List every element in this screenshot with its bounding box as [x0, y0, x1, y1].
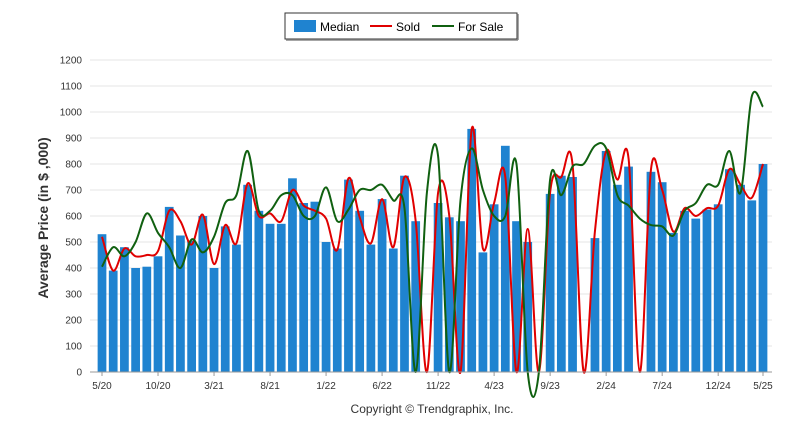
x-tick-label: 4/23 — [484, 381, 504, 392]
y-axis-label: Average Price (in $ ,000) — [35, 137, 51, 298]
legend-box — [284, 12, 518, 40]
median-bar — [545, 193, 555, 372]
median-bar — [388, 248, 398, 372]
median-bar — [747, 200, 757, 372]
median-bar — [288, 178, 297, 372]
y-tick-label: 400 — [65, 264, 82, 275]
x-tick-label: 8/21 — [260, 381, 280, 392]
median-bar — [669, 232, 678, 372]
x-tick-label: 12/24 — [706, 381, 731, 392]
median-bar — [456, 221, 465, 372]
median-bar — [243, 184, 253, 372]
median-bar — [321, 242, 331, 372]
x-tick-label: 5/25 — [753, 381, 773, 392]
median-bar — [198, 216, 208, 372]
median-bar — [142, 266, 152, 372]
x-tick-label: 1/22 — [316, 381, 336, 392]
median-bar — [500, 145, 510, 372]
x-tick-label: 6/22 — [372, 381, 392, 392]
legend-sold-label: Sold — [396, 20, 420, 34]
median-bar — [758, 164, 768, 372]
median-bar — [332, 248, 342, 372]
median-bar — [120, 247, 129, 372]
median-bar — [624, 166, 633, 372]
y-tick-label: 1000 — [60, 108, 83, 119]
median-bar — [467, 128, 477, 372]
median-bar — [411, 221, 421, 372]
median-bar — [590, 238, 600, 372]
median-bar — [713, 204, 723, 372]
y-tick-label: 700 — [65, 186, 82, 197]
y-tick-label: 800 — [65, 160, 82, 171]
median-bar — [377, 199, 387, 372]
x-tick-label: 3/21 — [204, 381, 224, 392]
median-bar — [556, 175, 566, 372]
median-bar — [355, 210, 365, 372]
y-tick-label: 1200 — [60, 56, 83, 67]
median-bar — [433, 203, 443, 372]
median-bar — [265, 223, 275, 372]
median-bar — [276, 223, 286, 372]
y-tick-labels: 0 100 200 300 400 500 600 700 800 900 1000 1100 1200 — [60, 56, 83, 379]
y-tick-label: 900 — [65, 134, 82, 145]
median-bar — [299, 203, 309, 372]
x-tick-label: 2/24 — [596, 381, 616, 392]
median-bar — [232, 244, 241, 372]
legend-median-label: Median — [320, 20, 359, 34]
median-bar — [97, 234, 107, 372]
median-bar — [691, 218, 701, 372]
median-bar — [657, 182, 667, 372]
median-bar — [568, 177, 577, 372]
median-bar — [176, 235, 185, 372]
legend: Median Sold For Sale — [284, 12, 519, 41]
median-bar — [646, 171, 656, 372]
y-tick-label: 200 — [65, 316, 82, 327]
for-sale-line — [101, 90, 764, 398]
x-tick-labels: 5/20 10/20 3/21 8/21 1/22 6/22 11/22 4/23 9/23 2/… — [92, 372, 773, 392]
median-bar — [601, 151, 611, 372]
median-bar — [489, 204, 499, 372]
median-bar — [209, 268, 219, 372]
median-bar — [512, 221, 521, 372]
median-bar — [736, 184, 745, 372]
median-bar — [310, 201, 320, 372]
median-bar — [478, 252, 488, 372]
median-bar — [725, 169, 734, 372]
y-tick-label: 500 — [65, 238, 82, 249]
median-bars — [97, 128, 768, 372]
copyright-footer: Copyright © Trendgraphix, Inc. — [351, 402, 514, 416]
median-bar — [254, 210, 264, 372]
legend-median-swatch — [294, 20, 316, 32]
median-bar — [108, 270, 118, 372]
x-tick-label: 5/20 — [92, 381, 112, 392]
median-bar — [131, 268, 140, 372]
y-tick-label: 1100 — [60, 82, 82, 93]
legend-forsale-label: For Sale — [458, 20, 504, 34]
median-bar — [187, 240, 196, 372]
median-bar — [523, 242, 533, 372]
x-tick-label: 7/24 — [652, 381, 672, 392]
y-tick-label: 0 — [76, 368, 82, 379]
y-tick-label: 600 — [65, 212, 82, 223]
x-tick-label: 11/22 — [426, 381, 451, 392]
y-tick-label: 100 — [65, 342, 82, 353]
x-tick-label: 10/20 — [146, 381, 171, 392]
median-bar — [164, 206, 174, 372]
median-bar — [400, 175, 409, 372]
median-bar — [220, 226, 230, 372]
y-tick-label: 300 — [65, 290, 82, 301]
median-bar — [680, 210, 689, 372]
median-bar — [702, 209, 712, 372]
median-bar — [366, 244, 376, 372]
median-bar — [344, 179, 353, 372]
median-bar — [612, 184, 622, 372]
median-bar — [153, 256, 163, 372]
median-bar — [444, 217, 454, 372]
x-tick-label: 9/23 — [540, 381, 560, 392]
